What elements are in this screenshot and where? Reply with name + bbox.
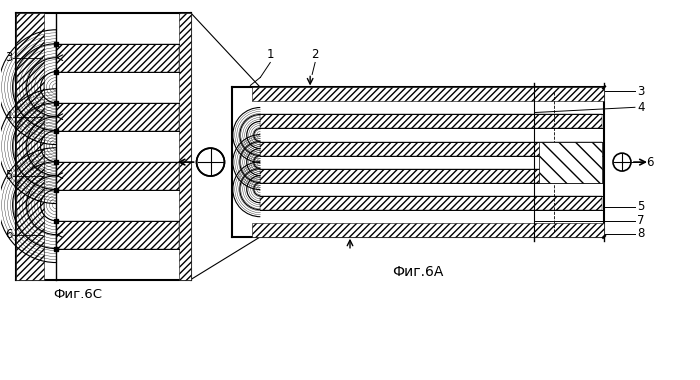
Text: 7: 7 (637, 214, 645, 227)
Text: 5: 5 (5, 169, 12, 182)
Polygon shape (260, 196, 602, 210)
Text: 3: 3 (637, 85, 644, 98)
Polygon shape (253, 87, 604, 101)
Text: 6: 6 (646, 155, 653, 169)
Polygon shape (56, 44, 178, 72)
Polygon shape (178, 13, 190, 280)
Polygon shape (56, 221, 178, 249)
Text: 8: 8 (637, 227, 644, 240)
Polygon shape (56, 103, 178, 131)
Text: 5: 5 (637, 200, 644, 214)
Text: Фиг.6С: Фиг.6С (52, 288, 102, 301)
Polygon shape (16, 13, 44, 280)
Text: 1: 1 (267, 49, 274, 62)
Polygon shape (260, 114, 602, 128)
Text: 2: 2 (312, 49, 319, 62)
Text: 4: 4 (637, 101, 645, 114)
Polygon shape (539, 142, 602, 183)
Text: 6: 6 (5, 228, 12, 241)
Circle shape (613, 153, 631, 171)
Polygon shape (56, 162, 178, 190)
Polygon shape (260, 142, 602, 155)
Text: 4: 4 (5, 110, 12, 123)
Text: Фиг.6А: Фиг.6А (393, 265, 444, 279)
Circle shape (197, 148, 225, 176)
Polygon shape (197, 148, 225, 176)
Polygon shape (253, 223, 604, 237)
Text: 3: 3 (5, 51, 12, 64)
Polygon shape (260, 169, 602, 183)
